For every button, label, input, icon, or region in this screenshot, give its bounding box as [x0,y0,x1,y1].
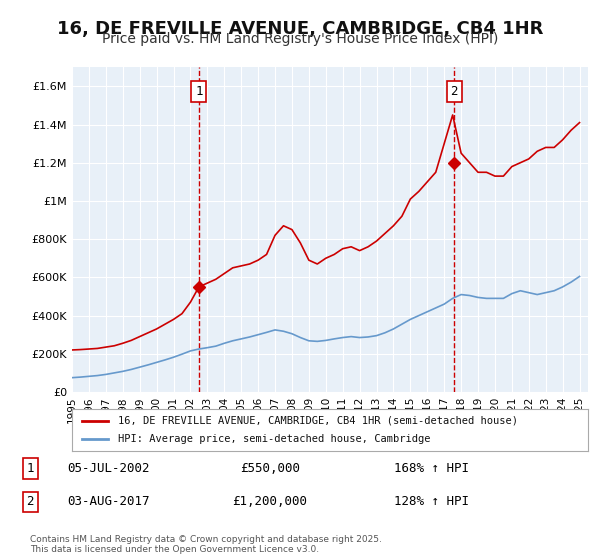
Text: £550,000: £550,000 [240,462,300,475]
Text: 05-JUL-2002: 05-JUL-2002 [67,462,149,475]
Text: Contains HM Land Registry data © Crown copyright and database right 2025.
This d: Contains HM Land Registry data © Crown c… [30,535,382,554]
Text: Price paid vs. HM Land Registry's House Price Index (HPI): Price paid vs. HM Land Registry's House … [102,32,498,46]
Text: 1: 1 [26,462,34,475]
Text: 2: 2 [26,496,34,508]
Text: 2: 2 [450,85,458,98]
Text: HPI: Average price, semi-detached house, Cambridge: HPI: Average price, semi-detached house,… [118,434,431,444]
Text: 128% ↑ HPI: 128% ↑ HPI [395,496,470,508]
Text: 16, DE FREVILLE AVENUE, CAMBRIDGE, CB4 1HR: 16, DE FREVILLE AVENUE, CAMBRIDGE, CB4 1… [57,20,543,38]
Text: 16, DE FREVILLE AVENUE, CAMBRIDGE, CB4 1HR (semi-detached house): 16, DE FREVILLE AVENUE, CAMBRIDGE, CB4 1… [118,416,518,426]
Text: 168% ↑ HPI: 168% ↑ HPI [395,462,470,475]
Text: 03-AUG-2017: 03-AUG-2017 [67,496,149,508]
Text: £1,200,000: £1,200,000 [233,496,308,508]
Text: 1: 1 [195,85,203,98]
